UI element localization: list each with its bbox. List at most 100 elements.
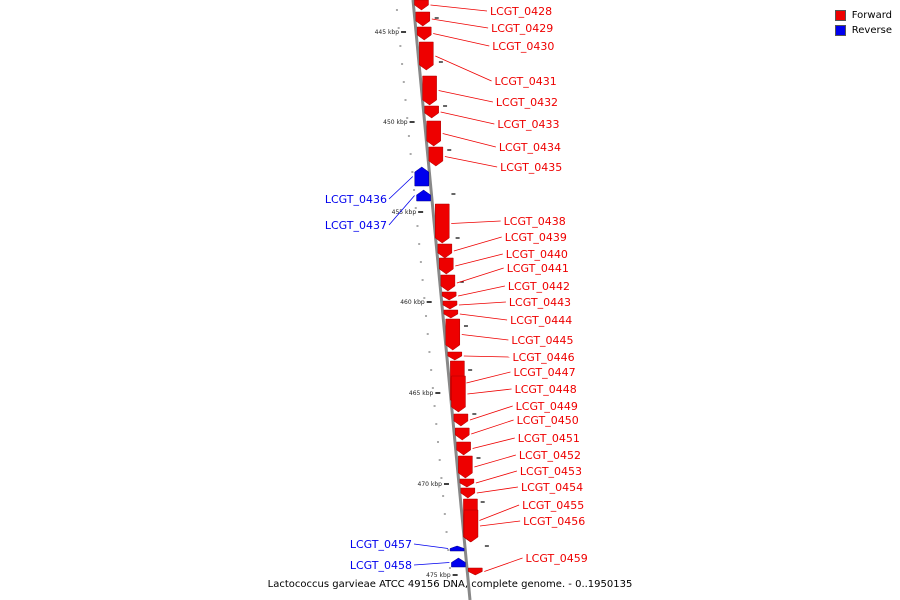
- gene-feature-lcgt_0437[interactable]: [416, 189, 431, 202]
- gene-label-lcgt_0453[interactable]: LCGT_0453: [520, 465, 582, 478]
- gene-feature-lcgt_0445[interactable]: [445, 318, 461, 351]
- leader-line: [388, 176, 414, 200]
- leader-line: [467, 388, 512, 395]
- gene-label-lcgt_0442[interactable]: LCGT_0442: [508, 280, 570, 293]
- gene-feature-lcgt_0434[interactable]: [426, 120, 441, 147]
- gene-label-lcgt_0458[interactable]: LCGT_0458: [350, 559, 412, 572]
- leader-line: [459, 313, 508, 321]
- gene-label-lcgt_0428[interactable]: LCGT_0428: [490, 5, 552, 18]
- gene-feature-lcgt_0456[interactable]: [463, 509, 479, 543]
- leader-line: [444, 156, 498, 168]
- gene-feature-lcgt_0459[interactable]: [468, 567, 483, 576]
- gene-label-lcgt_0431[interactable]: LCGT_0431: [495, 75, 557, 88]
- leader-line: [440, 111, 495, 125]
- gene-label-lcgt_0450[interactable]: LCGT_0450: [517, 414, 579, 427]
- leader-line: [453, 236, 502, 252]
- scale-label: 450 kbp: [383, 119, 408, 126]
- gene-feature-lcgt_0430[interactable]: [416, 26, 432, 41]
- gene-labels: LCGT_0428 LCGT_0429 LCGT_0430 LCGT_0431 LCGT…: [325, 4, 588, 572]
- gene-feature-lcgt_0443[interactable]: [442, 300, 458, 310]
- gene-feature-lcgt_0449[interactable]: [453, 413, 469, 427]
- gene-feature-lcgt_0438[interactable]: [434, 203, 450, 244]
- scale-label: 465 kbp: [409, 390, 434, 397]
- leader-line: [455, 253, 503, 267]
- gene-feature-lcgt_0453[interactable]: [459, 478, 475, 488]
- leader-line: [479, 520, 521, 527]
- gene-feature-lcgt_0432[interactable]: [422, 75, 437, 106]
- gene-feature-lcgt_0448[interactable]: [451, 375, 466, 413]
- leader-line: [471, 419, 514, 435]
- genome-caption: Lactococcus garvieae ATCC 49156 DNA, com…: [267, 579, 633, 590]
- gene-feature-lcgt_0444[interactable]: [443, 309, 459, 319]
- leader-line: [458, 301, 506, 306]
- leader-line: [461, 334, 509, 341]
- gene-features[interactable]: [414, 0, 483, 576]
- leader-line: [479, 504, 520, 521]
- gene-label-lcgt_0440[interactable]: LCGT_0440: [506, 248, 568, 261]
- leader-line: [442, 133, 496, 148]
- gene-feature-lcgt_0440[interactable]: [439, 257, 454, 275]
- gene-label-lcgt_0445[interactable]: LCGT_0445: [511, 334, 573, 347]
- gene-label-lcgt_0432[interactable]: LCGT_0432: [496, 96, 558, 109]
- gene-feature-lcgt_0428[interactable]: [414, 0, 429, 11]
- gene-feature-lcgt_0452[interactable]: [458, 455, 473, 479]
- gene-label-lcgt_0443[interactable]: LCGT_0443: [509, 296, 571, 309]
- gene-label-lcgt_0448[interactable]: LCGT_0448: [515, 383, 577, 396]
- leader-line: [433, 33, 490, 47]
- leader-line: [430, 4, 488, 12]
- gene-feature-lcgt_0429[interactable]: [415, 11, 431, 27]
- gene-feature-lcgt_0442[interactable]: [441, 291, 457, 301]
- scale-label: 470 kbp: [418, 481, 443, 488]
- gene-label-lcgt_0446[interactable]: LCGT_0446: [512, 351, 574, 364]
- legend-forward: Forward: [834, 8, 892, 23]
- gene-label-lcgt_0455[interactable]: LCGT_0455: [522, 499, 584, 512]
- leader-line: [463, 355, 510, 358]
- scale-label: 475 kbp: [426, 572, 451, 579]
- gene-label-lcgt_0459[interactable]: LCGT_0459: [526, 552, 588, 565]
- scale-label: 460 kbp: [400, 299, 425, 306]
- gene-feature-lcgt_0433[interactable]: [424, 105, 439, 119]
- gene-feature-lcgt_0451[interactable]: [456, 441, 471, 456]
- leader-line: [458, 285, 505, 297]
- gene-label-lcgt_0438[interactable]: LCGT_0438: [504, 215, 566, 228]
- leader-line: [475, 470, 518, 484]
- gene-label-lcgt_0433[interactable]: LCGT_0433: [497, 118, 559, 131]
- gene-label-lcgt_0439[interactable]: LCGT_0439: [505, 231, 567, 244]
- gene-feature-lcgt_0435[interactable]: [428, 146, 444, 167]
- gene-feature-lcgt_0446[interactable]: [447, 351, 463, 361]
- gene-label-lcgt_0429[interactable]: LCGT_0429: [491, 22, 553, 35]
- gene-label-lcgt_0434[interactable]: LCGT_0434: [499, 141, 561, 154]
- gene-feature-lcgt_0439[interactable]: [437, 243, 453, 259]
- gene-feature-lcgt_0441[interactable]: [440, 274, 456, 292]
- gene-label-lcgt_0456[interactable]: LCGT_0456: [523, 515, 585, 528]
- leader-line: [388, 195, 415, 226]
- gene-feature-lcgt_0457[interactable]: [449, 545, 465, 552]
- gene-label-lcgt_0451[interactable]: LCGT_0451: [518, 432, 580, 445]
- gene-label-lcgt_0449[interactable]: LCGT_0449: [516, 400, 578, 413]
- legend-reverse-label: Reverse: [851, 25, 892, 36]
- gene-label-lcgt_0435[interactable]: LCGT_0435: [500, 161, 562, 174]
- legend-forward-label: Forward: [851, 10, 892, 21]
- gene-label-lcgt_0441[interactable]: LCGT_0441: [507, 262, 569, 275]
- gene-label-lcgt_0454[interactable]: LCGT_0454: [521, 481, 583, 494]
- scale-ticks: 445 kbp 450 kbp 455 kbp 460 kbp 465 kbp 470 k…: [375, 9, 489, 587]
- gene-label-lcgt_0447[interactable]: LCGT_0447: [513, 366, 575, 379]
- gene-label-lcgt_0437[interactable]: LCGT_0437: [325, 219, 387, 232]
- gene-label-lcgt_0457[interactable]: LCGT_0457: [350, 538, 412, 551]
- forward-swatch-icon: [834, 10, 846, 21]
- gene-label-lcgt_0436[interactable]: LCGT_0436: [325, 193, 387, 206]
- gene-feature-lcgt_0436[interactable]: [414, 166, 430, 187]
- gene-feature-lcgt_0450[interactable]: [454, 427, 470, 441]
- leader-line: [466, 371, 511, 384]
- gene-feature-lcgt_0431[interactable]: [419, 41, 434, 71]
- gene-feature-lcgt_0458[interactable]: [451, 557, 466, 568]
- leader-line: [474, 454, 516, 468]
- legend: Forward Reverse: [834, 8, 892, 38]
- gene-feature-lcgt_0454[interactable]: [460, 487, 476, 499]
- gene-label-lcgt_0430[interactable]: LCGT_0430: [492, 40, 554, 53]
- gene-label-lcgt_0444[interactable]: LCGT_0444: [510, 314, 572, 327]
- scale-label: 455 kbp: [392, 209, 417, 216]
- gene-label-lcgt_0452[interactable]: LCGT_0452: [519, 449, 581, 462]
- leader-line: [435, 55, 492, 82]
- leader-line: [431, 18, 489, 29]
